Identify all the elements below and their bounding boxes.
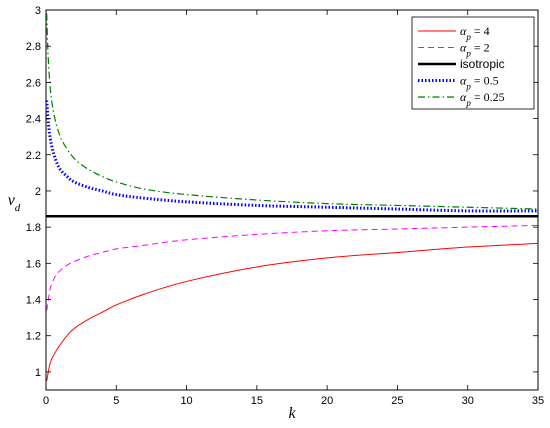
legend-label-sub-1: p (465, 49, 471, 59)
y-axis-label-main: v (8, 192, 16, 209)
legend-label-sub-4: p (465, 98, 471, 108)
y-tick-label-10: 3 (35, 5, 41, 17)
y-tick-label-0: 1 (35, 367, 41, 379)
legend-label-rest-3: = 0.5 (471, 74, 499, 88)
legend-label-main-1: α (460, 41, 467, 55)
y-tick-label-7: 2.4 (26, 114, 41, 126)
legend-label-2: isotropic (460, 57, 505, 71)
legend-label-main-4: α (460, 90, 467, 104)
x-tick-label-1: 5 (113, 395, 119, 407)
y-tick-label-6: 2.2 (26, 150, 41, 162)
legend-label-sub-3: p (465, 82, 471, 92)
y-tick-label-8: 2.6 (26, 77, 41, 89)
series-layer (45, 13, 539, 382)
x-tick-label-0: 0 (43, 395, 49, 407)
y-tick-label-1: 1.2 (26, 331, 41, 343)
legend-label-3: αp = 0.5 (460, 74, 499, 92)
y-axis-label-sub: d (15, 202, 21, 214)
x-tick-label-5: 25 (391, 395, 403, 407)
series-line-4 (46, 13, 539, 210)
legend-label-sub-0: p (465, 32, 471, 42)
legend-label-rest-0: = 4 (471, 24, 490, 38)
y-axis-label: vd (8, 192, 21, 214)
legend-label-rest-1: = 2 (471, 41, 490, 55)
x-tick-label-7: 35 (532, 395, 544, 407)
legend-label-0: αp = 4 (460, 24, 490, 42)
series-line-0 (46, 242, 539, 382)
x-axis-label: k (288, 405, 296, 422)
legend-label-main-3: α (460, 74, 467, 88)
y-tick-label-5: 2 (35, 186, 41, 198)
series-line-1 (46, 224, 539, 311)
axis-layer: 0 5 10 15 20 25 30 35 1 1.2 1.4 1.6 1.8 2 2.2 2.4 2.6 2.8… (26, 5, 544, 407)
y-tick-label-2: 1.4 (26, 295, 41, 307)
x-tick-label-4: 20 (321, 395, 333, 407)
y-tick-label-3: 1.6 (26, 258, 41, 270)
legend-label-rest-4: = 0.25 (471, 90, 505, 104)
x-tick-label-2: 10 (180, 395, 192, 407)
x-tick-label-6: 30 (462, 395, 474, 407)
legend-label-main-0: α (460, 24, 467, 38)
legend-label-4: αp = 0.25 (460, 90, 505, 108)
legend-label-1: αp = 2 (460, 41, 490, 59)
y-tick-label-9: 2.8 (26, 41, 41, 53)
y-tick-label-4: 1.8 (26, 222, 41, 234)
x-tick-label-3: 15 (251, 395, 263, 407)
